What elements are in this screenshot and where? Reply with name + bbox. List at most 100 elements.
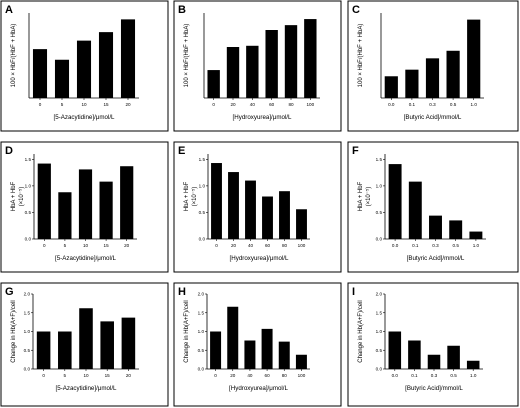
y-axis-title: HbA + HbF — [184, 181, 190, 211]
y-tick-label: 0.5 — [376, 348, 383, 353]
bar — [227, 306, 239, 369]
bar — [425, 58, 440, 98]
bar — [37, 163, 51, 239]
x-tick-label: 20 — [230, 102, 236, 107]
bar — [79, 308, 93, 369]
x-tick-label: 80 — [288, 102, 294, 107]
x-tick-label: 1.0 — [471, 102, 478, 107]
bar — [469, 231, 483, 239]
x-tick-label: 40 — [247, 373, 253, 378]
bar — [265, 30, 278, 98]
bar — [100, 321, 114, 369]
y-tick-label: 2.0 — [376, 292, 383, 297]
y-axis-title: Change in Hb(A+F)/cell — [358, 300, 364, 363]
bar — [228, 172, 239, 239]
panel-f: F 0.0 0.5 1.0 1.5 0.0 0.1 0.3 0.5 1.0 [Butyric Aci… — [347, 141, 519, 273]
bar — [295, 354, 307, 369]
bar — [245, 180, 256, 239]
panel-letter: B — [178, 4, 186, 16]
y-tick-label: 1.0 — [24, 329, 31, 334]
bar — [408, 181, 422, 239]
bar — [246, 45, 259, 98]
panel-frame — [347, 282, 519, 407]
bar — [261, 328, 273, 369]
x-axis-title: [Butyric Acid]/mmol/L — [404, 114, 462, 121]
bar — [388, 331, 402, 369]
bar — [76, 40, 92, 98]
bar — [447, 345, 460, 369]
panel-letter: H — [178, 286, 186, 298]
y-axis-subtitle: (×10⁻⁵) — [18, 187, 25, 207]
x-tick-label: 0 — [212, 102, 215, 107]
bar — [449, 220, 463, 239]
y-axis-title: Change in Hb(A+F)/cell — [11, 300, 17, 363]
y-tick-label: 1.5 — [24, 310, 31, 315]
y-tick-label: 1.0 — [25, 183, 32, 188]
x-tick-label: 20 — [231, 243, 237, 248]
y-axis-title: HbA + HbF — [11, 181, 17, 211]
x-tick-label: 100 — [298, 373, 306, 378]
panel-b: B 0 20 40 60 80 100 [Hydroxyurea]/μmol/L 100 × H… — [173, 0, 342, 132]
bar — [405, 69, 419, 98]
y-axis-title: 100 × HbF/(HbF + HbA) — [358, 24, 364, 88]
bar — [262, 196, 273, 239]
x-axis-title: [Hydroxyurea]/μmol/L — [233, 114, 292, 121]
y-tick-label: 0.5 — [24, 348, 31, 353]
x-tick-label: 5 — [61, 102, 64, 107]
bar — [427, 354, 441, 369]
x-tick-label: 0 — [42, 373, 45, 378]
x-tick-label: 0.5 — [453, 243, 460, 248]
y-tick-label: 1.5 — [25, 157, 32, 162]
bar — [98, 32, 114, 98]
bar — [388, 164, 402, 239]
panel-letter: I — [352, 286, 355, 298]
x-tick-label: 20 — [126, 373, 132, 378]
bar — [429, 215, 442, 239]
y-tick-label: 1.0 — [198, 329, 205, 334]
panel-c: C 0.0 0.1 0.3 0.5 1.0 [Butyric Acid]/mmol/L 100… — [347, 0, 519, 132]
y-axis-title: HbA + HbF — [358, 181, 364, 211]
panel-i: I 0.0 0.5 1.0 1.5 2.0 0.0 0.1 0.3 0.5 1.0 [Butyric … — [347, 282, 519, 407]
x-tick-label: 0.1 — [411, 373, 418, 378]
panel-frame — [173, 141, 342, 273]
bar — [36, 331, 51, 369]
x-axis-title: [5-Azacytidine]/μmol/L — [55, 255, 117, 262]
y-tick-label: 0.5 — [25, 210, 32, 215]
x-tick-label: 0.5 — [450, 102, 457, 107]
x-tick-label: 20 — [124, 243, 130, 248]
x-tick-label: 40 — [250, 102, 256, 107]
x-tick-label: 80 — [282, 243, 288, 248]
y-tick-label: 1.0 — [376, 183, 383, 188]
x-tick-label: 0.1 — [412, 243, 419, 248]
bar — [32, 49, 48, 98]
bar — [304, 19, 317, 99]
x-tick-label: 5 — [64, 243, 67, 248]
y-axis-title: Change in Hb(A+F)/cell — [184, 300, 190, 363]
y-tick-label: 2.0 — [198, 292, 205, 297]
y-tick-label: 0.5 — [376, 210, 383, 215]
y-tick-label: 0.0 — [24, 367, 31, 372]
bar — [467, 19, 481, 98]
bar — [244, 340, 256, 369]
x-tick-label: 60 — [269, 102, 275, 107]
x-tick-label: 40 — [248, 243, 254, 248]
x-tick-label: 0.3 — [432, 243, 439, 248]
bar — [296, 209, 307, 239]
x-tick-label: 60 — [265, 373, 271, 378]
x-tick-label: 0.3 — [429, 102, 436, 107]
panel-letter: F — [352, 145, 359, 157]
panel-h: H 0.0 0.5 1.0 1.5 2.0 0 20 40 60 80 100 [Hydroxyurea… — [173, 282, 342, 407]
panel-letter: A — [5, 4, 13, 16]
panel-letter: G — [5, 286, 14, 298]
y-tick-label: 0.0 — [25, 237, 32, 242]
x-axis-title: [5-Azacytidine]/μmol/L — [54, 114, 116, 121]
x-axis-title: [Butyric Acid]/mmol/L — [407, 255, 465, 262]
bar — [226, 47, 240, 98]
y-tick-label: 2.0 — [24, 292, 31, 297]
panel-frame — [347, 141, 519, 273]
x-axis-title: [Butyric Acid]/mmol/L — [405, 385, 463, 392]
panel-letter: D — [5, 145, 13, 157]
x-axis-title: [Hydroxyurea]/μmol/L — [229, 385, 288, 392]
y-tick-label: 0.0 — [198, 367, 205, 372]
x-tick-label: 0 — [39, 102, 42, 107]
